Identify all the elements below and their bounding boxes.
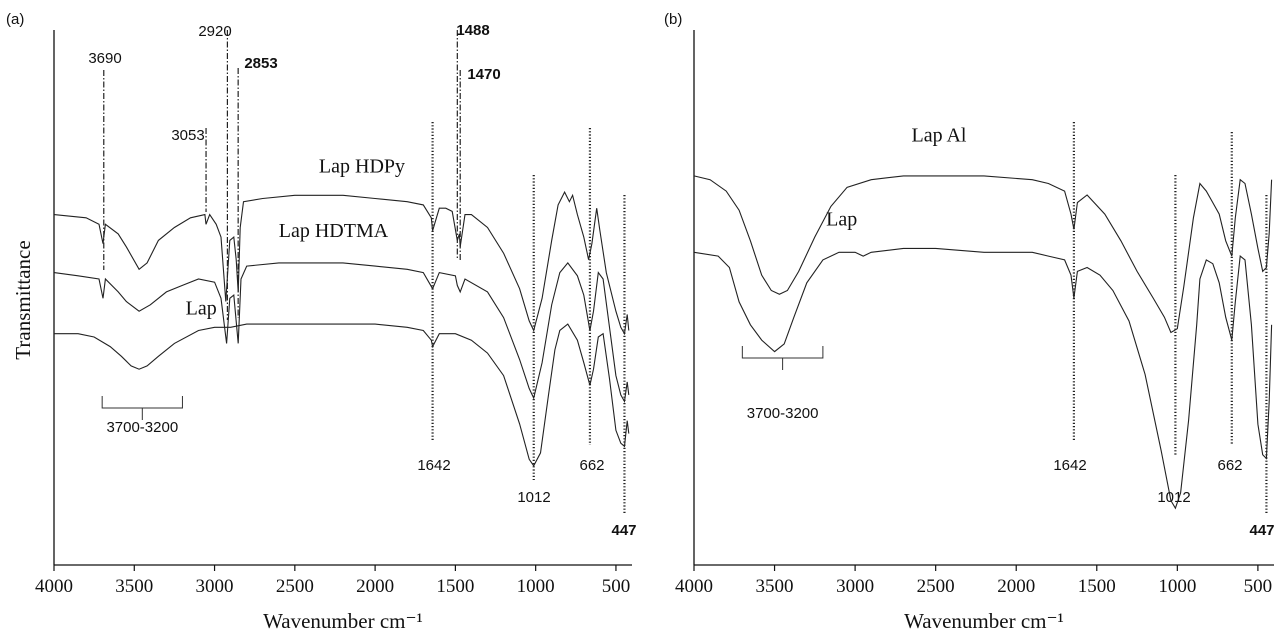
x-tick-label: 1500 xyxy=(436,576,474,597)
spectrum-lap-hdtma xyxy=(53,262,630,404)
peak-label-1642: 1642 xyxy=(1053,457,1086,474)
x-tick-label: 4000 xyxy=(35,576,73,597)
x-tick-label: 500 xyxy=(1244,576,1273,597)
range-bracket xyxy=(101,396,183,420)
x-tick-label: 1000 xyxy=(1158,576,1196,597)
series-label-lap-hdpy: Lap HDPy xyxy=(319,156,405,178)
peak-label-1488: 1488 xyxy=(456,22,489,39)
x-tick-label: 2500 xyxy=(276,576,314,597)
series-label-lap: Lap xyxy=(186,297,217,319)
peak-label-1012: 1012 xyxy=(517,489,550,506)
series-label-lap: Lap xyxy=(826,209,857,231)
spectrum-lap-al xyxy=(693,175,1273,334)
peak-label-1642: 1642 xyxy=(417,457,450,474)
panel-label: (a) xyxy=(6,11,24,28)
x-tick-label: 3500 xyxy=(115,576,153,597)
range-bracket xyxy=(741,346,824,370)
peak-label-3053: 3053 xyxy=(171,127,204,144)
panel-label: (b) xyxy=(664,11,682,28)
peak-label-1470: 1470 xyxy=(467,66,500,83)
peak-label-662: 662 xyxy=(1217,457,1242,474)
x-tick-label: 1500 xyxy=(1078,576,1116,597)
peak-label-662: 662 xyxy=(579,457,604,474)
range-bracket-label: 3700-3200 xyxy=(747,405,819,422)
panel-b: (b) 4000 3500 3000 2500 2000 1500 1000 500 Wavenu… xyxy=(664,11,1275,633)
panel-a: (a) 4000 3500 3000 2500 2000 1500 1000 500 Wavenu… xyxy=(6,11,637,633)
peak-label-3690: 3690 xyxy=(88,50,121,67)
x-tick-label: 3500 xyxy=(756,576,794,597)
x-axis-title: Wavenumber cm⁻¹ xyxy=(904,609,1064,633)
series-label-lap-al: Lap Al xyxy=(912,124,967,146)
peak-label-2853: 2853 xyxy=(244,55,277,72)
range-bracket-label: 3700-3200 xyxy=(106,419,178,436)
x-axis-title: Wavenumber cm⁻¹ xyxy=(263,609,423,633)
peak-label-447: 447 xyxy=(611,522,636,539)
series-label-lap-hdtma: Lap HDTMA xyxy=(279,220,389,242)
spectrum-lap-hdpy xyxy=(53,190,630,336)
x-tick-label: 2000 xyxy=(356,576,394,597)
spectrum-lap xyxy=(693,247,1273,510)
x-tick-label: 3000 xyxy=(196,576,234,597)
spectrum-lap xyxy=(54,323,630,467)
x-tick-label: 1000 xyxy=(517,576,555,597)
x-tick-label: 500 xyxy=(602,576,631,597)
y-axis-title: Transmittance xyxy=(11,240,35,359)
x-tick-label: 3000 xyxy=(836,576,874,597)
peak-label-447: 447 xyxy=(1249,522,1274,539)
peak-label-2920: 2920 xyxy=(198,23,231,40)
x-tick-label: 4000 xyxy=(675,576,713,597)
x-tick-label: 2500 xyxy=(917,576,955,597)
peak-label-1012: 1012 xyxy=(1157,489,1190,506)
x-tick-label: 2000 xyxy=(997,576,1035,597)
